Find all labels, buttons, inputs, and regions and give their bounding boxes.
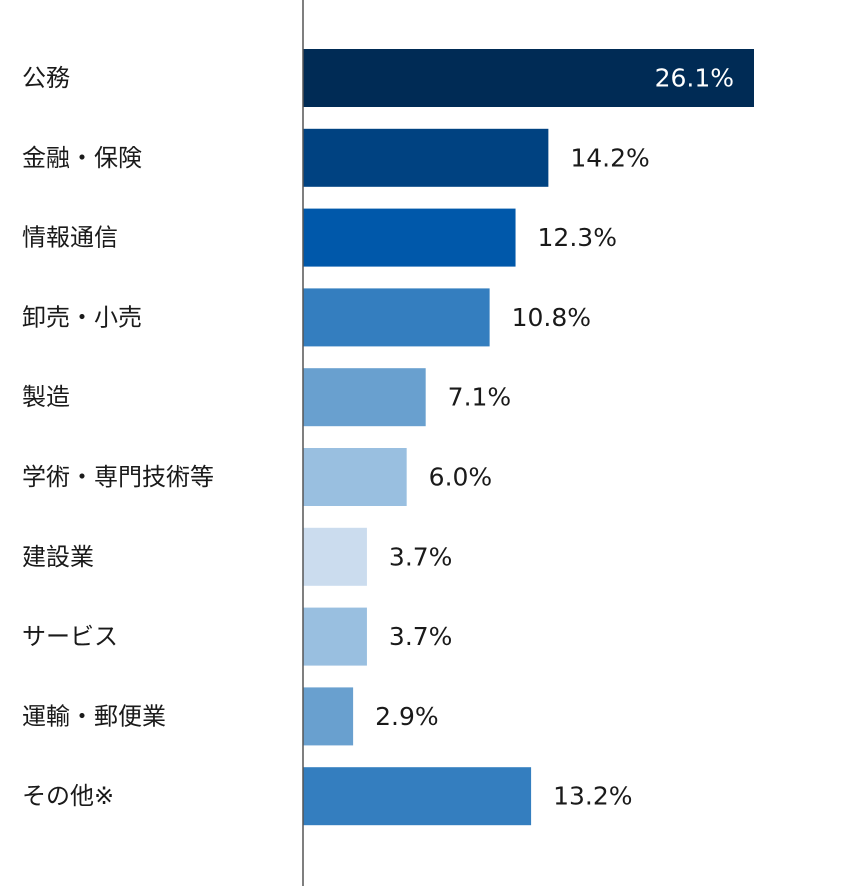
- category-label-6: 建設業: [22, 543, 94, 571]
- value-label-1: 14.2%: [570, 143, 649, 172]
- bar-1: [303, 128, 549, 187]
- category-label-0: 公務: [22, 64, 70, 92]
- value-label-0: 26.1%: [655, 64, 734, 93]
- category-label-1: 金融・保険: [22, 144, 142, 172]
- category-label-5: 学術・専門技術等: [22, 463, 214, 491]
- category-label-4: 製造: [22, 383, 70, 411]
- value-labels-group: 26.1% 14.2% 12.3% 10.8% 7.1% 6.0% 3.7% 3.7% 2.9%…: [375, 64, 734, 811]
- category-label-9: その他※: [22, 782, 114, 810]
- value-label-9: 13.2%: [553, 782, 632, 811]
- bars-group: [303, 49, 754, 826]
- value-label-6: 3.7%: [389, 542, 453, 571]
- category-label-2: 情報通信: [22, 224, 118, 252]
- bar-7: [303, 607, 367, 666]
- value-label-2: 12.3%: [538, 223, 617, 252]
- category-label-7: サービス: [22, 623, 118, 651]
- bar-0: [303, 49, 754, 107]
- bar-8: [303, 687, 354, 746]
- category-label-8: 運輸・郵便業: [22, 702, 166, 730]
- bar-2: [303, 208, 516, 267]
- bar-6: [303, 527, 367, 586]
- value-label-4: 7.1%: [448, 383, 512, 412]
- value-label-5: 6.0%: [429, 463, 493, 492]
- bar-9: [303, 767, 532, 826]
- value-label-7: 3.7%: [389, 622, 453, 651]
- bar-5: [303, 448, 407, 506]
- bar-3: [303, 288, 490, 347]
- category-labels-group: 公務金融・保険情報通信卸売・小売製造学術・専門技術等建設業サービス運輸・郵便業そ…: [22, 64, 214, 810]
- category-label-3: 卸売・小売: [22, 303, 142, 331]
- value-label-3: 10.8%: [512, 303, 591, 332]
- value-label-8: 2.9%: [375, 702, 439, 731]
- bar-4: [303, 368, 426, 427]
